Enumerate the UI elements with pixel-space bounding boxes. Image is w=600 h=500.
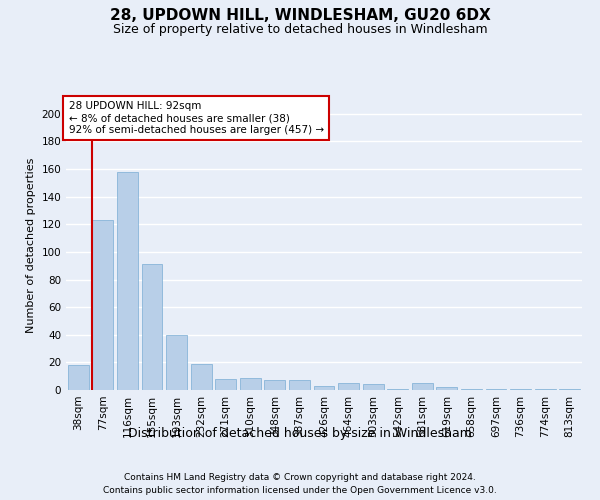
Bar [387,388,408,390]
Bar [289,380,310,390]
Y-axis label: Number of detached properties: Number of detached properties [26,158,36,332]
Bar [510,388,531,390]
Text: Size of property relative to detached houses in Windlesham: Size of property relative to detached ho… [113,22,487,36]
Text: Contains HM Land Registry data © Crown copyright and database right 2024.: Contains HM Land Registry data © Crown c… [124,472,476,482]
Bar [142,264,163,390]
Bar [166,335,187,390]
Text: Distribution of detached houses by size in Windlesham: Distribution of detached houses by size … [128,428,472,440]
Bar [92,220,113,390]
Bar [314,386,334,390]
Bar [535,388,556,390]
Bar [117,172,138,390]
Text: 28 UPDOWN HILL: 92sqm
← 8% of detached houses are smaller (38)
92% of semi-detac: 28 UPDOWN HILL: 92sqm ← 8% of detached h… [68,102,324,134]
Bar [412,383,433,390]
Text: 28, UPDOWN HILL, WINDLESHAM, GU20 6DX: 28, UPDOWN HILL, WINDLESHAM, GU20 6DX [110,8,490,22]
Bar [240,378,261,390]
Text: Contains public sector information licensed under the Open Government Licence v3: Contains public sector information licen… [103,486,497,495]
Bar [362,384,383,390]
Bar [436,387,457,390]
Bar [191,364,212,390]
Bar [485,388,506,390]
Bar [265,380,286,390]
Bar [215,379,236,390]
Bar [461,388,482,390]
Bar [68,365,89,390]
Bar [338,383,359,390]
Bar [559,388,580,390]
